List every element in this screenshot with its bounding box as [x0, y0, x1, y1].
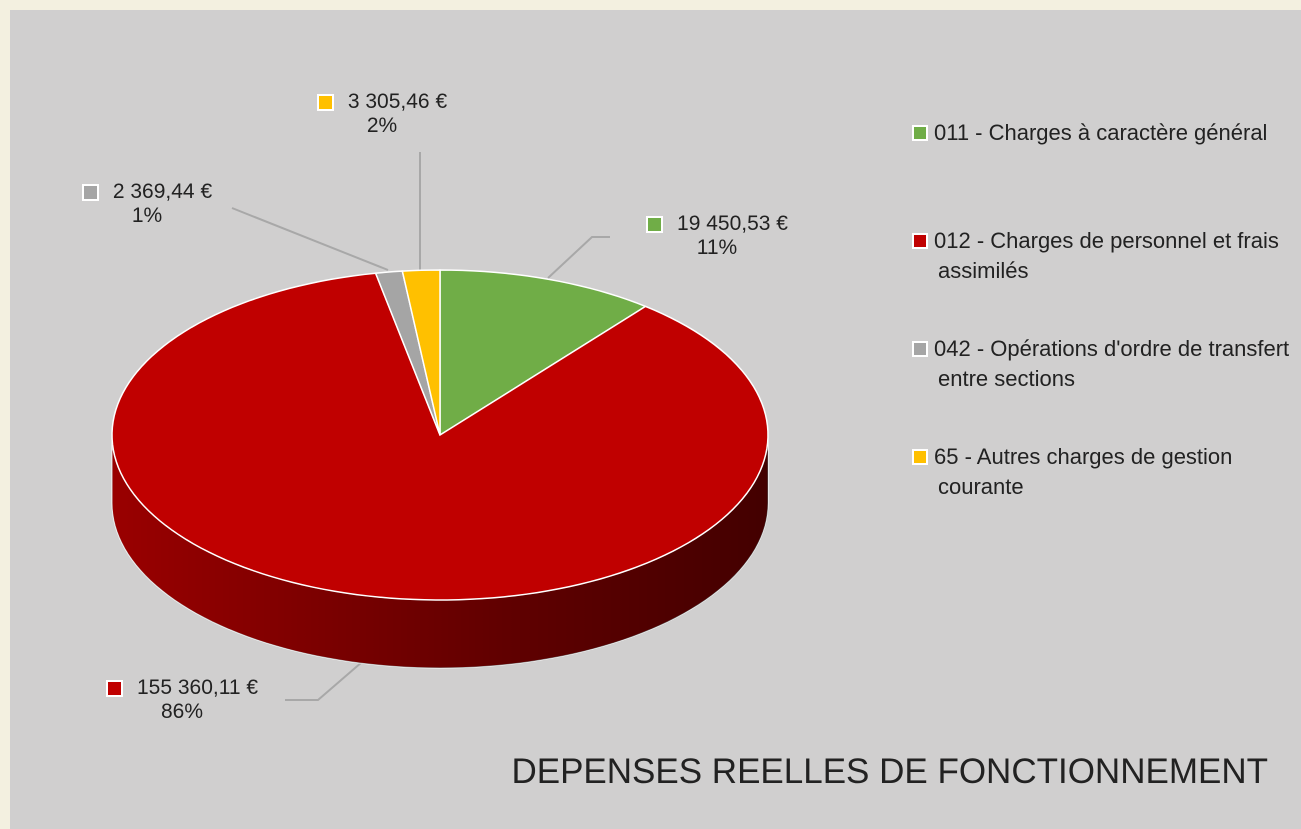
- data-label: 3 305,46 €2%: [282, 90, 482, 138]
- label-swatch: [646, 215, 664, 233]
- value-label-line: 2 369,44 €: [47, 180, 247, 204]
- leader-line: [547, 236, 610, 279]
- label-swatch: [316, 93, 334, 111]
- leader-lines: [231, 152, 610, 701]
- leader-line: [285, 661, 363, 701]
- legend-item: 011 - Charges à caractère général: [912, 118, 1301, 148]
- label-swatch: [81, 183, 99, 201]
- percent-label: 1%: [131, 204, 163, 227]
- value-label-line: 155 360,11 €: [82, 676, 282, 700]
- legend-swatch: [912, 340, 928, 357]
- slice: [111, 272, 769, 601]
- percent-label: 11%: [696, 236, 738, 259]
- value-label: 155 360,11 €: [136, 676, 259, 699]
- percent-label: 2%: [366, 114, 398, 137]
- slice-side-shade: [112, 435, 768, 668]
- legend-swatch: [912, 232, 928, 249]
- legend-item: 65 - Autres charges de gestion courante: [912, 442, 1301, 502]
- legend-item: 042 - Opérations d'ordre de transfert en…: [912, 334, 1301, 394]
- chart-title: DEPENSES REELLES DE FONCTIONNEMENT: [511, 752, 1268, 791]
- leader-line: [231, 207, 389, 271]
- value-label: 19 450,53 €: [677, 212, 788, 235]
- legend-label: 042 - Opérations d'ordre de transfert en…: [934, 336, 1290, 391]
- slice: [401, 269, 441, 436]
- legend-swatch: [912, 124, 928, 141]
- legend-item: 012 - Charges de personnel et frais assi…: [912, 226, 1301, 286]
- value-label: 3 305,46 €: [347, 90, 448, 113]
- data-label: 19 450,53 €11%: [617, 212, 817, 260]
- legend-label: 011 - Charges à caractère général: [934, 120, 1268, 145]
- label-swatch: [105, 679, 123, 697]
- value-label-line: 3 305,46 €: [282, 90, 482, 114]
- value-label-line: 19 450,53 €: [617, 212, 817, 236]
- percent-label: 86%: [160, 700, 204, 723]
- legend-swatch: [912, 448, 928, 465]
- data-label: 2 369,44 €1%: [47, 180, 247, 228]
- legend-label: 012 - Charges de personnel et frais assi…: [934, 228, 1279, 283]
- value-label: 2 369,44 €: [112, 180, 213, 203]
- legend-label: 65 - Autres charges de gestion courante: [934, 444, 1233, 499]
- data-label: 155 360,11 €86%: [82, 676, 282, 724]
- slice: [439, 269, 648, 437]
